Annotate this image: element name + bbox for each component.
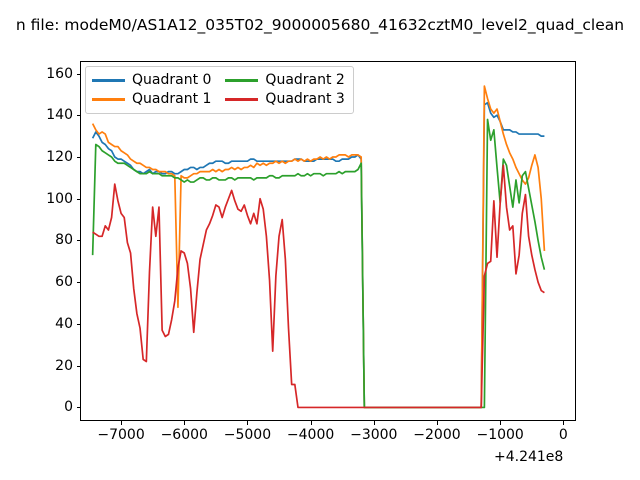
x-tick-mark	[121, 421, 123, 425]
legend-label: Quadrant 0	[132, 72, 212, 88]
legend-entry: Quadrant 2	[225, 72, 345, 89]
legend-entry: Quadrant 1	[92, 91, 211, 108]
legend-label: Quadrant 1	[132, 91, 212, 107]
y-tick-label: 60	[55, 274, 73, 291]
y-tick-label: 80	[55, 232, 73, 249]
legend: Quadrant 0 Quadrant 2 Quadrant 1 Quadrant 3	[85, 66, 354, 114]
x-tick-label: −4000	[286, 427, 335, 443]
x-tick-mark	[184, 421, 186, 425]
y-tick-mark	[76, 73, 80, 75]
legend-label: Quadrant 2	[265, 72, 345, 88]
chart-title: n file: modeM0/AS1A12_035T02_9000005680_…	[15, 16, 625, 34]
series-canvas	[91, 85, 546, 409]
legend-label: Quadrant 3	[265, 91, 345, 107]
axes-frame	[80, 61, 576, 421]
y-tick-mark	[76, 198, 80, 200]
y-tick-label: 160	[46, 65, 73, 82]
x-tick-label: 0	[558, 427, 568, 443]
x-tick-mark	[563, 421, 565, 425]
x-tick-label: −2000	[413, 427, 461, 443]
legend-grid: Quadrant 0 Quadrant 2 Quadrant 1 Quadrant 3	[92, 72, 345, 108]
y-tick-mark	[76, 115, 80, 117]
x-tick-mark	[500, 421, 502, 425]
y-tick-label: 140	[46, 107, 73, 124]
x-tick-label: −6000	[160, 427, 208, 443]
x-axis-offset-label: +4.241e8	[494, 449, 564, 465]
x-tick-mark	[310, 421, 312, 425]
x-tick-label: −7000	[97, 427, 145, 443]
legend-color-swatch	[225, 98, 259, 101]
series-line	[92, 164, 545, 409]
y-tick-label: 120	[46, 149, 73, 165]
y-tick-mark	[76, 157, 80, 158]
y-tick-mark	[76, 240, 80, 242]
x-tick-label: −3000	[350, 427, 398, 443]
x-tick-mark	[436, 421, 438, 425]
legend-entry: Quadrant 0	[92, 72, 211, 89]
y-tick-mark	[76, 365, 80, 367]
legend-entry: Quadrant 3	[225, 91, 345, 108]
y-tick-label: 0	[64, 399, 73, 416]
x-tick-label: −5000	[223, 427, 272, 443]
y-tick-label: 20	[55, 357, 73, 374]
legend-color-swatch	[92, 98, 125, 101]
legend-color-swatch	[225, 79, 259, 82]
y-tick-mark	[76, 407, 80, 409]
y-tick-label: 40	[55, 315, 73, 332]
legend-color-swatch	[92, 79, 125, 82]
x-tick-mark	[247, 421, 249, 425]
x-tick-mark	[373, 421, 375, 425]
y-tick-mark	[76, 282, 80, 284]
plot-area	[80, 61, 576, 421]
y-tick-mark	[76, 323, 80, 325]
x-tick-label: −1000	[476, 427, 524, 443]
y-tick-label: 100	[46, 190, 73, 207]
